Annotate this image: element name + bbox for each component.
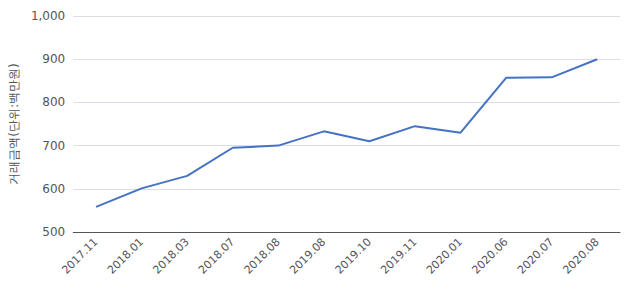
svg-text:800: 800 [42, 95, 65, 109]
svg-text:2020.07: 2020.07 [515, 235, 556, 276]
svg-text:2018.03: 2018.03 [150, 235, 191, 276]
svg-text:2018.08: 2018.08 [242, 235, 283, 276]
svg-text:2019.10: 2019.10 [333, 235, 374, 276]
svg-text:2018.01: 2018.01 [105, 235, 146, 276]
svg-text:600: 600 [42, 182, 65, 196]
svg-text:2020.06: 2020.06 [469, 235, 510, 276]
svg-text:1,000: 1,000 [31, 9, 65, 23]
svg-text:거래금액(단위:백만원): 거래금액(단위:백만원) [7, 63, 21, 184]
svg-text:700: 700 [42, 139, 65, 153]
svg-text:2017.11: 2017.11 [59, 235, 100, 276]
svg-text:2019.08: 2019.08 [287, 235, 328, 276]
svg-text:2020.01: 2020.01 [424, 235, 465, 276]
svg-text:2019.11: 2019.11 [378, 235, 419, 276]
svg-text:2020.08: 2020.08 [560, 235, 601, 276]
svg-text:500: 500 [42, 225, 65, 239]
svg-text:900: 900 [42, 52, 65, 66]
svg-text:2018.07: 2018.07 [196, 235, 237, 276]
